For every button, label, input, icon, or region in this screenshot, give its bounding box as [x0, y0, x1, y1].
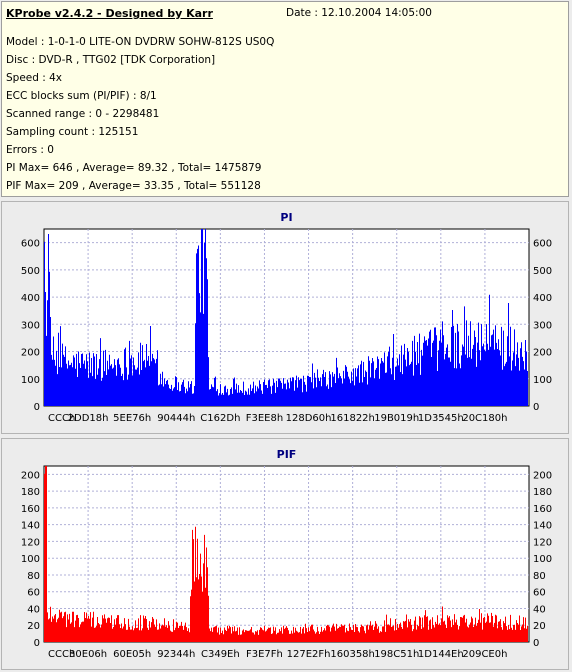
chart-title: PI [280, 211, 292, 224]
x-tick-label: C349Eh [201, 649, 240, 660]
x-tick-label: 209CE0h [462, 649, 507, 660]
info-speed: Speed : 4x [6, 72, 63, 84]
x-tick-label: 160358h [330, 649, 375, 660]
y-tick-label-left: 80 [27, 571, 40, 582]
x-tick-label: CCCh [48, 649, 75, 660]
x-tick-label: 127E2Fh [287, 649, 331, 660]
y-tick-label-left: 500 [21, 266, 40, 277]
pi-chart-panel: PI 0 0 100 100 200 200 300 300 400 400 500 500 600 600… [1, 201, 569, 434]
plot-area [43, 465, 530, 643]
pif-chart-panel: PIF 0 0 20 20 40 40 60 60 80 80 100 100 120 120 140 140 1… [1, 438, 569, 670]
info-panel: KProbe v2.4.2 - Designed by Karr Date : … [1, 1, 569, 197]
y-tick-label-left: 400 [21, 293, 40, 304]
y-tick-label-left: 300 [21, 320, 40, 331]
x-tick-label: 5EE76h [113, 413, 151, 424]
x-tick-label: 19B019h [374, 413, 419, 424]
info-pif-stats: PIF Max= 209 , Average= 33.35 , Total= 5… [6, 180, 261, 192]
pif-chart: PIF 0 0 20 20 40 40 60 60 80 80 100 100 120 120 140 140 1… [21, 448, 552, 660]
y-tick-label-right: 0 [533, 638, 539, 649]
y-tick-label-right: 200 [533, 470, 552, 481]
x-tick-label: F3EE8h [246, 413, 283, 424]
y-tick-label-left: 600 [21, 239, 40, 250]
info-sampling-count: Sampling count : 125151 [6, 126, 139, 138]
x-tick-label: 60E05h [113, 649, 151, 660]
x-tick-label: 2DD18h [68, 413, 109, 424]
x-tick-label: 30E06h [69, 649, 107, 660]
x-tick-label: C162Dh [200, 413, 240, 424]
y-tick-label-right: 140 [533, 521, 552, 532]
x-tick-label: 1D3545h [418, 413, 464, 424]
info-model: Model : 1-0-1-0 LITE-ON DVDRW SOHW-812S … [6, 36, 275, 48]
info-ecc-blocks: ECC blocks sum (PI/PIF) : 8/1 [6, 90, 157, 102]
y-tick-label-left: 100 [21, 554, 40, 565]
y-tick-label-right: 80 [533, 571, 546, 582]
y-tick-label-right: 200 [533, 348, 552, 359]
y-tick-label-left: 200 [21, 348, 40, 359]
scan-date: Date : 12.10.2004 14:05:00 [286, 7, 432, 19]
info-scanned-range: Scanned range : 0 - 2298481 [6, 108, 160, 120]
info-disc: Disc : DVD-R , TTG02 [TDK Corporation] [6, 54, 216, 66]
x-tick-label: 20C180h [462, 413, 507, 424]
y-tick-label-right: 100 [533, 554, 552, 565]
y-tick-label-left: 200 [21, 470, 40, 481]
y-tick-label-left: 60 [27, 588, 40, 599]
y-tick-label-right: 120 [533, 537, 552, 548]
y-tick-label-left: 140 [21, 521, 40, 532]
y-tick-label-right: 180 [533, 487, 552, 498]
y-tick-label-left: 180 [21, 487, 40, 498]
y-tick-label-right: 500 [533, 266, 552, 277]
y-tick-label-right: 0 [533, 402, 539, 413]
y-tick-label-right: 100 [533, 375, 552, 386]
y-tick-label-right: 20 [533, 621, 546, 632]
info-errors: Errors : 0 [6, 144, 54, 156]
y-tick-label-left: 100 [21, 375, 40, 386]
pi-chart: PI 0 0 100 100 200 200 300 300 400 400 500 500 600 600… [21, 211, 552, 424]
y-tick-label-left: 40 [27, 604, 40, 615]
x-tick-label: 1D144Eh [418, 649, 464, 660]
x-tick-label: 161822h [330, 413, 375, 424]
y-tick-label-right: 400 [533, 293, 552, 304]
x-tick-label: 90444h [157, 413, 195, 424]
app-title: KProbe v2.4.2 - Designed by Karr [6, 7, 213, 20]
info-pi-stats: PI Max= 646 , Average= 89.32 , Total= 14… [6, 162, 262, 174]
x-tick-label: 92344h [157, 649, 195, 660]
y-tick-label-right: 300 [533, 320, 552, 331]
y-tick-label-left: 20 [27, 621, 40, 632]
y-tick-label-left: 120 [21, 537, 40, 548]
y-tick-label-right: 160 [533, 504, 552, 515]
x-tick-label: F3E7Fh [246, 649, 283, 660]
chart-title: PIF [277, 448, 297, 461]
series-bars [44, 229, 528, 406]
y-tick-label-right: 600 [533, 239, 552, 250]
x-tick-label: 128D60h [286, 413, 332, 424]
y-tick-label-left: 160 [21, 504, 40, 515]
y-tick-label-right: 60 [533, 588, 546, 599]
x-tick-label: 198C51h [374, 649, 419, 660]
y-tick-label-left: 0 [34, 402, 40, 413]
x-tick-label: CCCh [48, 413, 75, 424]
y-tick-label-right: 40 [533, 604, 546, 615]
y-tick-label-left: 0 [34, 638, 40, 649]
series-bars [44, 466, 528, 642]
